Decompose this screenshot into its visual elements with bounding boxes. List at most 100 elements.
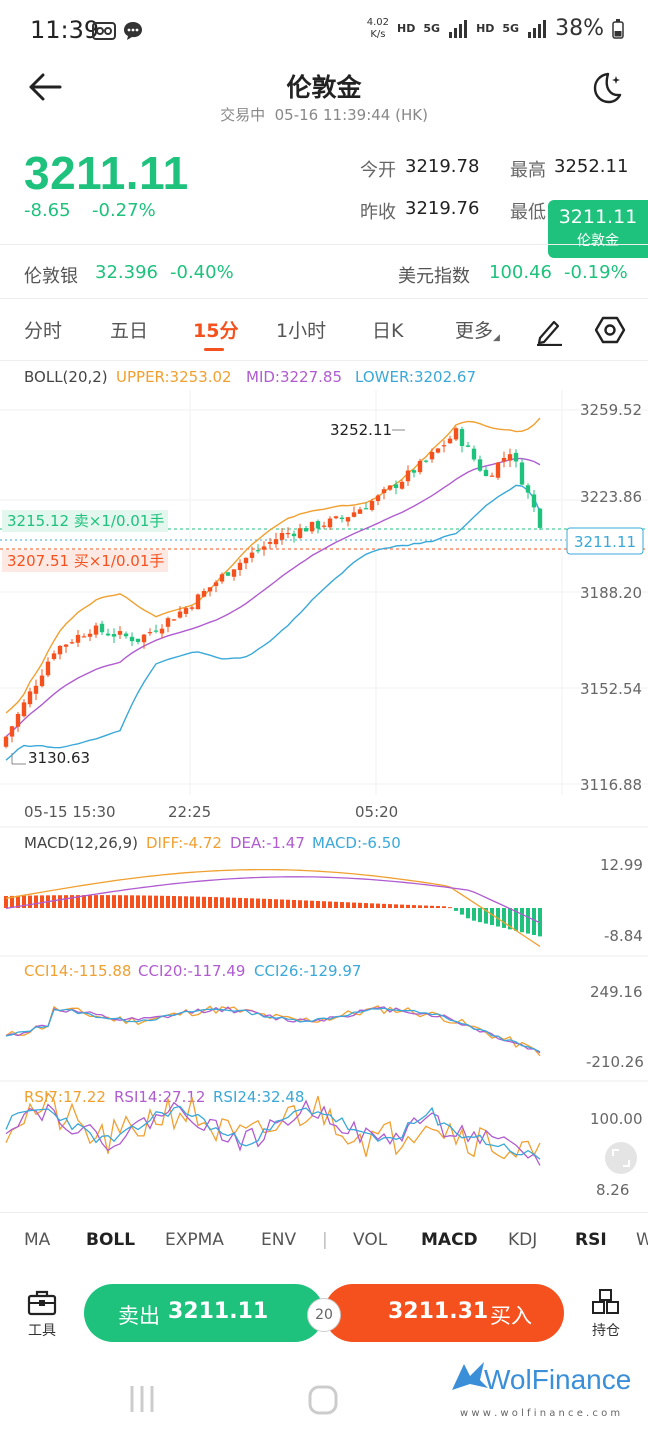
candle-body	[435, 448, 441, 453]
ind-boll[interactable]: BOLL	[86, 1230, 136, 1250]
candle-body	[291, 533, 297, 537]
candle-body	[345, 517, 351, 522]
macd-bar	[532, 908, 536, 935]
tab-15min[interactable]: 15分	[193, 320, 239, 342]
macd-bar	[358, 902, 362, 908]
candle-body	[33, 685, 39, 694]
ind-ma[interactable]: MA	[24, 1230, 51, 1250]
candle-body	[339, 517, 345, 520]
ind-vol[interactable]: VOL	[353, 1230, 388, 1250]
macd-bar	[406, 904, 410, 908]
macd-bar	[220, 897, 224, 908]
tab-daily[interactable]: 日K	[372, 320, 404, 342]
macd-bar	[22, 895, 26, 908]
tab-5day[interactable]: 五日	[110, 320, 149, 342]
ind-w[interactable]: W	[636, 1230, 648, 1250]
macd-bar	[388, 904, 392, 908]
ind-rsi[interactable]: RSI	[575, 1230, 607, 1250]
macd-bar	[328, 901, 332, 908]
macd-bar	[292, 899, 296, 908]
tab-1hour[interactable]: 1小时	[276, 320, 327, 342]
settings-hex-icon[interactable]	[594, 314, 626, 346]
draw-pen-icon[interactable]	[534, 316, 564, 346]
rsi24-label: RSI24:32.48	[213, 1088, 304, 1106]
recent-apps-icon[interactable]	[128, 1384, 156, 1414]
dark-mode-icon[interactable]	[588, 70, 624, 106]
ind-macd[interactable]: MACD	[421, 1230, 478, 1250]
candle-body	[465, 445, 471, 447]
candle-body	[537, 508, 543, 528]
tab-more[interactable]: 更多◢	[455, 320, 500, 343]
candle-body	[495, 462, 501, 478]
candle-body	[273, 539, 279, 545]
macd-bar	[70, 895, 74, 908]
cci14-label: CCI14:-115.88	[24, 962, 131, 980]
floating-price-tag[interactable]: 3211.11 伦敦金	[548, 200, 648, 258]
sell-button[interactable]: 卖出 3211.11	[84, 1284, 324, 1342]
candle-body	[441, 445, 447, 447]
ind-env[interactable]: ENV	[261, 1230, 297, 1250]
divider	[0, 360, 648, 361]
rsi14-label: RSI14:27.12	[114, 1088, 205, 1106]
sell-order-tag[interactable]	[2, 510, 168, 532]
macd-bar	[454, 908, 458, 911]
candle-body	[159, 628, 165, 634]
kline-chart[interactable]: BOLL(20,2) UPPER:3253.02 MID:3227.85 LOW…	[0, 360, 648, 1210]
fullscreen-icon[interactable]	[605, 1142, 637, 1174]
candle-body	[39, 675, 45, 687]
axis-label: 3152.54	[580, 680, 642, 698]
page-title: 伦敦金	[286, 73, 362, 102]
macd-bar	[364, 903, 368, 908]
positions-button[interactable]: 持仓	[580, 1288, 632, 1340]
macd-histogram	[4, 895, 542, 937]
cci26-line	[5, 1007, 541, 1053]
candle-body	[105, 633, 111, 636]
candle-body	[303, 528, 309, 532]
back-arrow-icon[interactable]	[26, 72, 64, 102]
macd-bar	[520, 908, 524, 933]
macd-bar	[142, 895, 146, 908]
axis-label: 3116.88	[580, 776, 642, 794]
macd-bar	[184, 896, 188, 908]
candle-body	[111, 633, 117, 637]
cci-axis: -210.26	[586, 1053, 644, 1071]
time-label: 05-15 15:30	[24, 803, 116, 821]
buy-label: 买入	[490, 1304, 532, 1328]
macd-bar	[214, 897, 218, 908]
active-tab-underline	[204, 348, 224, 351]
silver-label[interactable]: 伦敦银	[24, 266, 78, 287]
candle-body	[75, 634, 81, 643]
candle-body	[87, 633, 93, 637]
clock: 11:39	[30, 16, 100, 44]
macd-bar	[286, 899, 290, 908]
boll-lower-line	[5, 484, 541, 761]
macd-bar	[124, 895, 128, 908]
macd-bar	[334, 901, 338, 908]
silver-pct: -0.40%	[170, 262, 234, 283]
watermark-brand: WolFinance	[484, 1364, 632, 1395]
cci26-label: CCI26:-129.97	[254, 962, 361, 980]
candle-body	[57, 645, 63, 655]
macd-dea-line	[5, 876, 541, 924]
dxy-label[interactable]: 美元指数	[398, 266, 470, 287]
ind-kdj[interactable]: KDJ	[508, 1230, 538, 1250]
home-icon[interactable]	[307, 1384, 339, 1416]
buy-order-tag[interactable]	[2, 550, 168, 572]
candle-body	[471, 448, 477, 460]
time-label: 05:20	[355, 803, 398, 821]
macd-bar	[154, 895, 158, 908]
candle-body	[255, 550, 261, 552]
candle-body	[177, 611, 183, 618]
candle-body	[297, 528, 303, 538]
buy-button[interactable]: 3211.31 买入	[324, 1284, 564, 1342]
candle-body	[333, 516, 339, 519]
tools-button[interactable]: 工具	[16, 1288, 68, 1340]
candle-body	[219, 574, 225, 582]
macd-bar	[250, 898, 254, 908]
net-speed: 4.02 K/s	[366, 16, 390, 40]
macd-bar	[472, 908, 476, 921]
ind-expma[interactable]: EXPMA	[165, 1230, 224, 1250]
macd-bar	[418, 905, 422, 908]
tab-timeshare[interactable]: 分时	[24, 320, 63, 342]
candle-body	[429, 451, 435, 460]
